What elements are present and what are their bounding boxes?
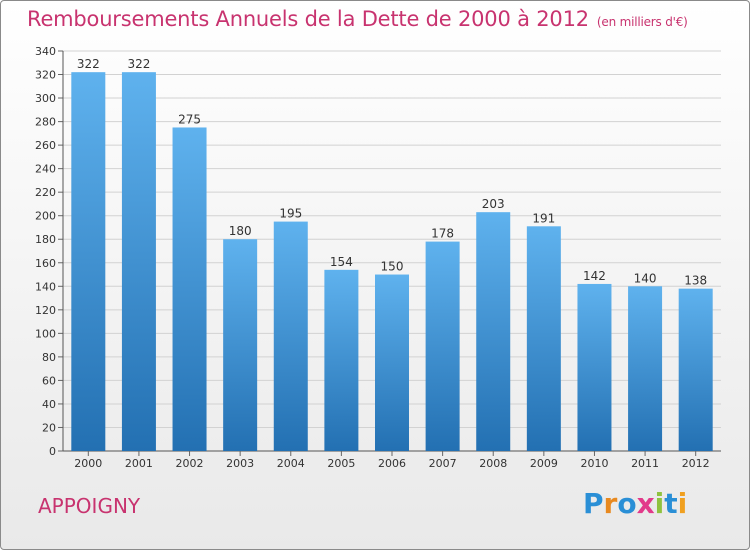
x-tick-label: 2005 [327, 457, 355, 470]
y-tick-label: 0 [49, 445, 56, 458]
logo-letter: P [583, 487, 604, 520]
x-tick-label: 2007 [429, 457, 457, 470]
y-tick-label: 120 [35, 304, 56, 317]
y-tick-label: 60 [42, 374, 56, 387]
x-tick-label: 2003 [226, 457, 254, 470]
y-tick-label: 80 [42, 351, 56, 364]
y-tick-label: 180 [35, 233, 56, 246]
x-tick-label: 2004 [277, 457, 305, 470]
title-text: Remboursements Annuels de la Dette de 20… [27, 7, 589, 31]
x-tick-label: 2010 [580, 457, 608, 470]
data-label: 275 [178, 112, 201, 126]
bar [476, 212, 511, 451]
x-tick-label: 2011 [631, 457, 659, 470]
bar [71, 72, 106, 452]
data-label: 178 [431, 227, 454, 241]
y-tick-label: 100 [35, 327, 56, 340]
y-tick-label: 20 [42, 421, 56, 434]
logo-letter: t [664, 487, 678, 520]
data-label: 142 [583, 269, 606, 283]
data-label: 138 [684, 274, 707, 288]
y-tick-label: 140 [35, 280, 56, 293]
bar [425, 241, 460, 451]
y-tick-label: 340 [35, 45, 56, 58]
x-tick-label: 2000 [74, 457, 102, 470]
data-label: 203 [482, 197, 505, 211]
data-label: 154 [330, 255, 353, 269]
data-label: 140 [634, 271, 657, 285]
x-tick-label: 2009 [530, 457, 558, 470]
unit-note: (en milliers d'€) [596, 15, 688, 29]
y-tick-label: 160 [35, 257, 56, 270]
y-tick-label: 320 [35, 69, 56, 82]
chart-title: Remboursements Annuels de la Dette de 20… [27, 7, 688, 31]
data-label: 191 [532, 211, 555, 225]
x-tick-label: 2012 [682, 457, 710, 470]
data-label: 195 [279, 207, 302, 221]
bar [577, 283, 612, 451]
bar [273, 221, 308, 451]
logo-letter: x [636, 487, 655, 520]
x-tick-label: 2001 [125, 457, 153, 470]
y-tick-label: 280 [35, 116, 56, 129]
bar [324, 269, 359, 451]
bar [628, 286, 663, 451]
bar [121, 72, 156, 452]
logo-letter: r [603, 487, 618, 520]
bar [678, 288, 713, 451]
y-tick-label: 200 [35, 210, 56, 223]
bar [172, 127, 207, 452]
x-tick-label: 2008 [479, 457, 507, 470]
bar [526, 226, 561, 451]
x-tick-label: 2002 [176, 457, 204, 470]
bar [223, 239, 258, 451]
y-tick-label: 260 [35, 139, 56, 152]
data-label: 150 [381, 260, 404, 274]
logo-letter: i [654, 487, 665, 520]
x-tick-label: 2006 [378, 457, 406, 470]
logo-letter: o [617, 487, 637, 520]
y-tick-label: 40 [42, 398, 56, 411]
y-tick-label: 300 [35, 92, 56, 105]
data-label: 322 [127, 57, 150, 71]
logo-letter: i [677, 487, 688, 520]
proxiti-logo: Proxiti [583, 487, 687, 520]
data-label: 322 [77, 57, 100, 71]
y-tick-label: 240 [35, 163, 56, 176]
bar [375, 274, 409, 451]
data-label: 180 [229, 224, 252, 238]
city-name: APPOIGNY [38, 494, 141, 518]
y-tick-label: 220 [35, 186, 56, 199]
